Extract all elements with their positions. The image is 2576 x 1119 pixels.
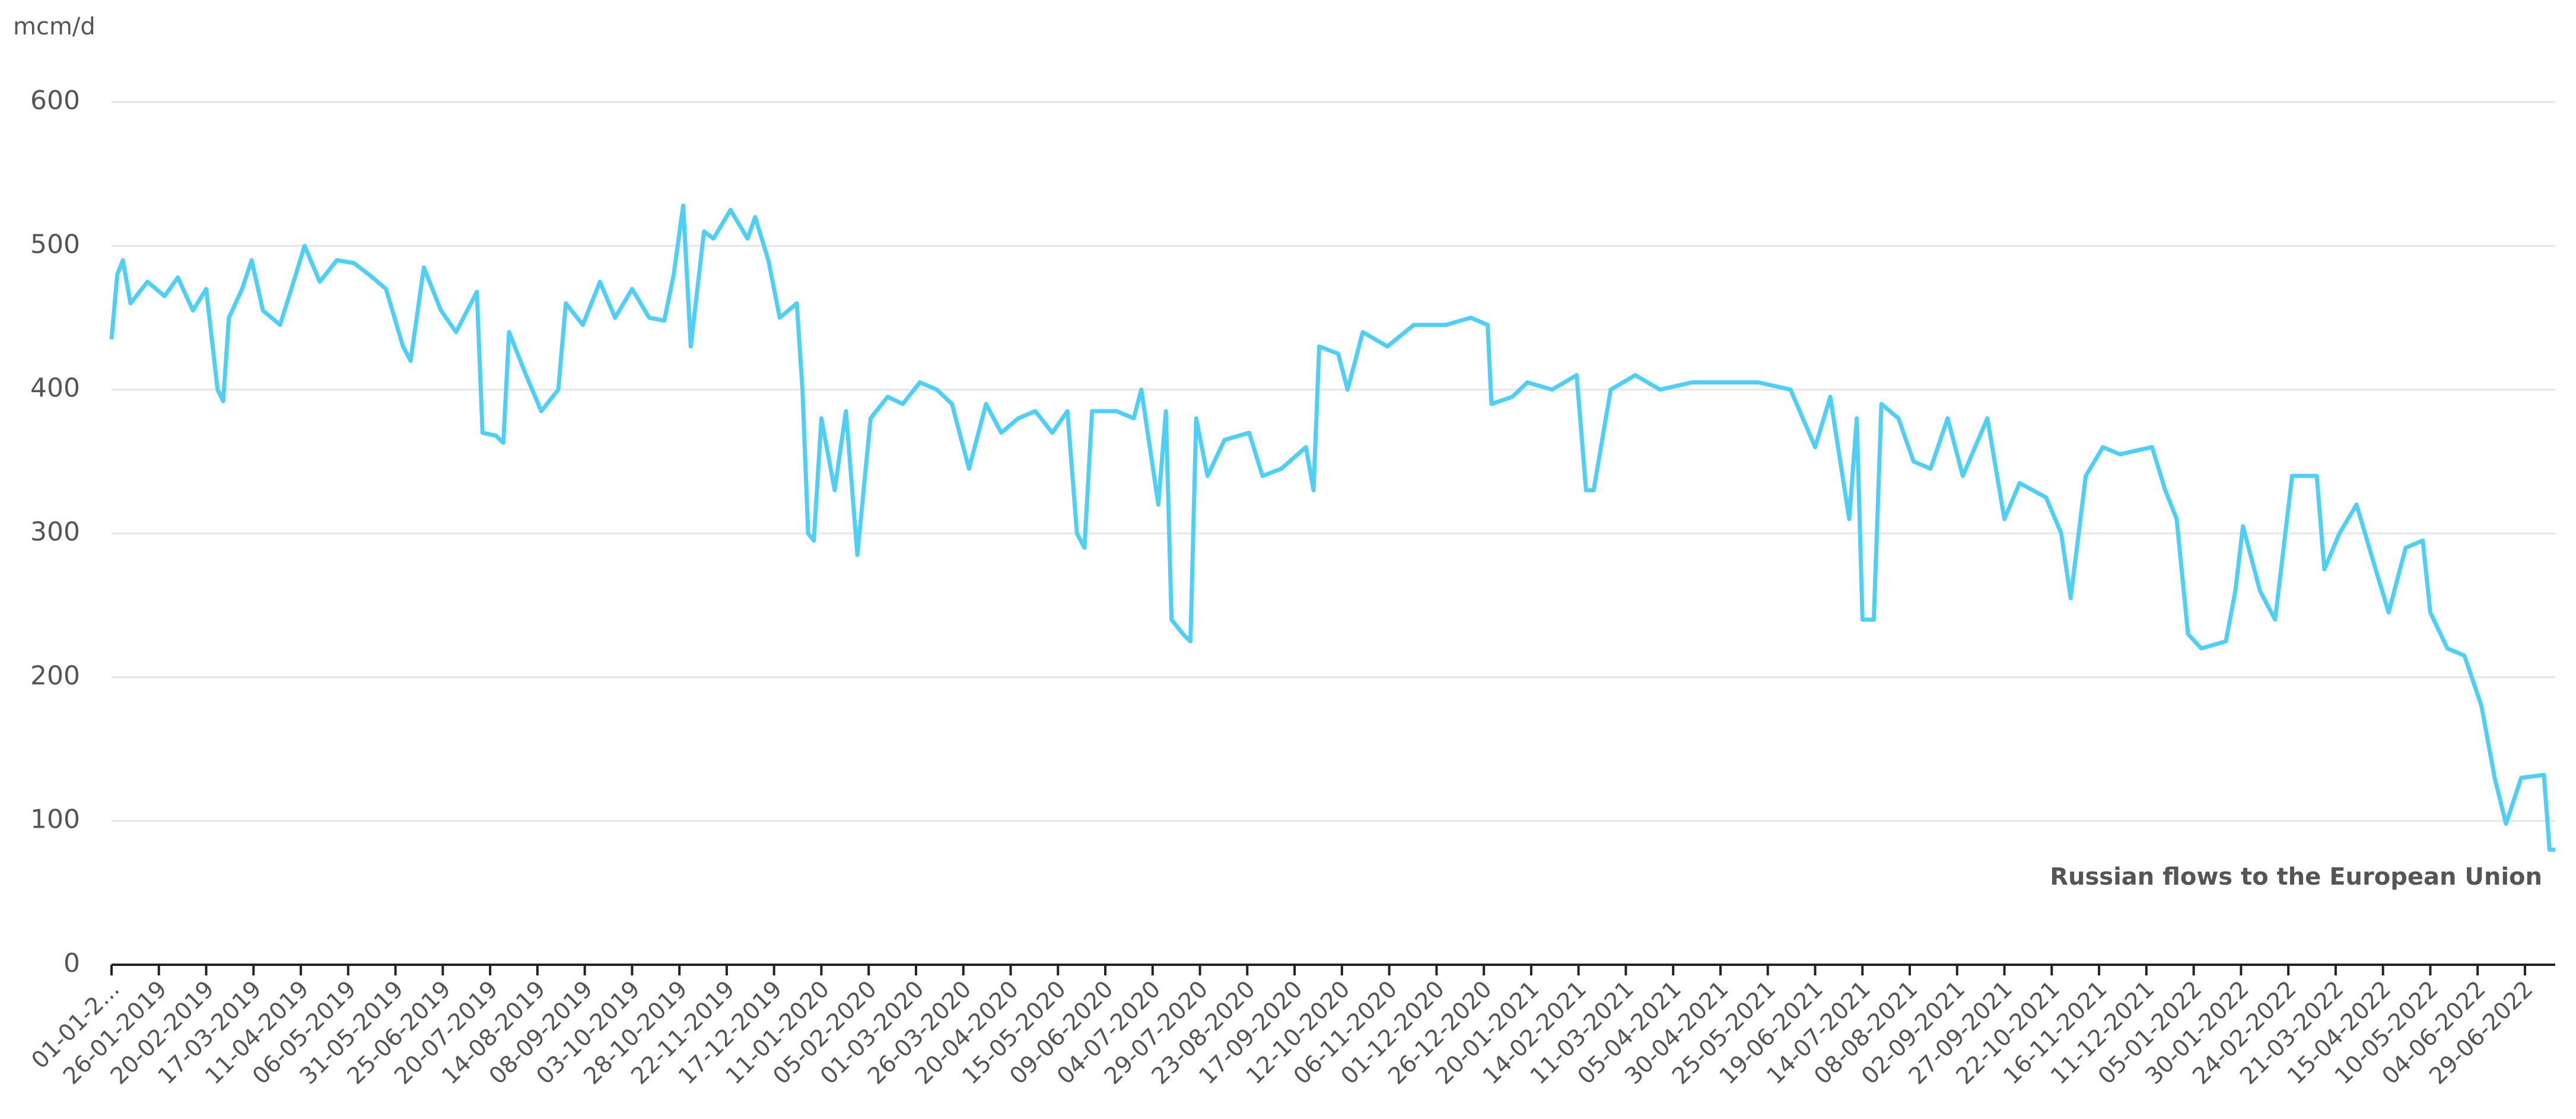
y-tick-label: 200: [30, 660, 80, 691]
y-tick-label: 500: [30, 229, 80, 259]
series-label: Russian flows to the European Union: [2050, 863, 2542, 891]
line: [109, 204, 2555, 852]
y-tick-label: 400: [30, 373, 80, 403]
y-tick-label: 0: [63, 948, 80, 978]
y-axis-label: mcm/d: [13, 13, 96, 40]
y-tick-label: 100: [30, 805, 80, 835]
y-tick-label: 300: [30, 517, 80, 547]
y-tick-label: 600: [30, 85, 80, 116]
